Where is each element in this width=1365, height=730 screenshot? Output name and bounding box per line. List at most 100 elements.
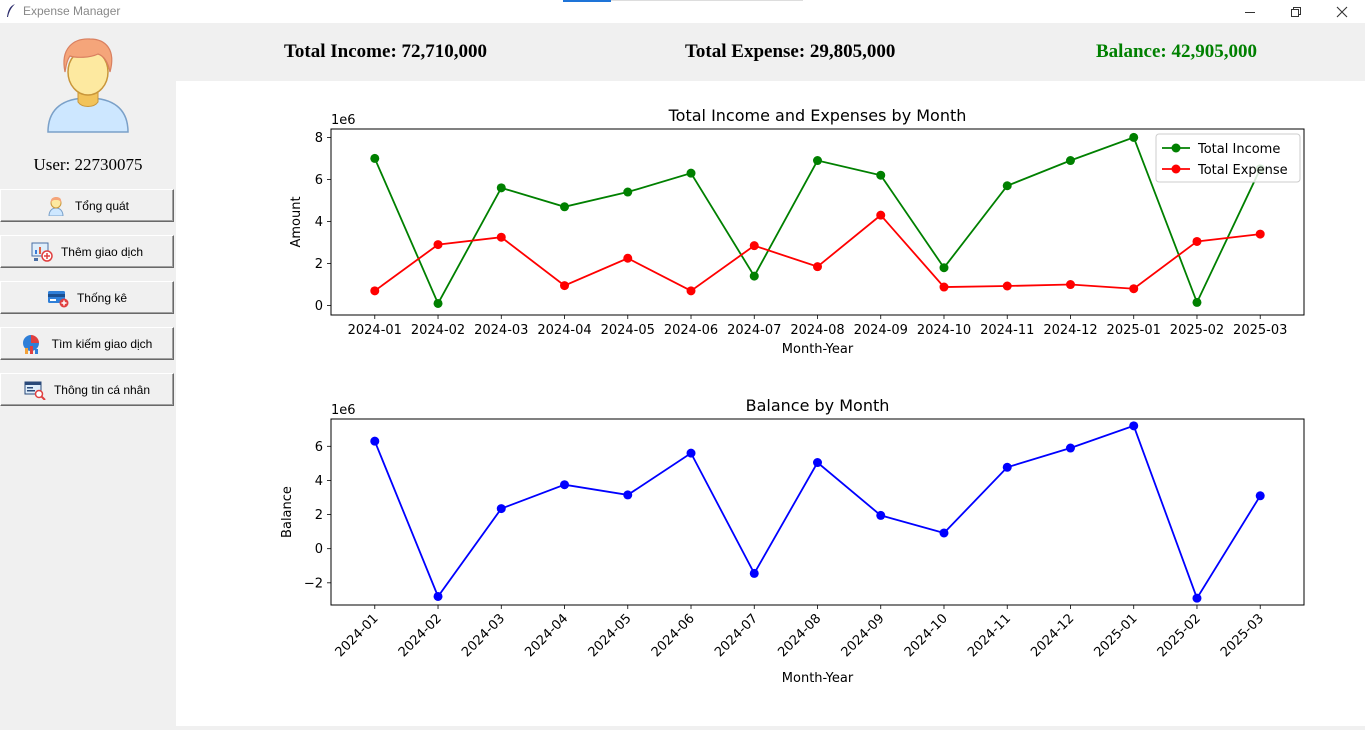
- total-income-label: Total Income: 72,710,000: [284, 41, 488, 62]
- nav-profile-label: Thông tin cá nhân: [53, 382, 151, 397]
- legend-label: Total Income: [1197, 142, 1280, 157]
- series-line-1: [373, 424, 1261, 601]
- x-tick-label: 2024-12: [1043, 323, 1097, 338]
- chart-search-icon: [22, 334, 39, 354]
- data-point: [433, 298, 443, 308]
- data-point: [939, 528, 949, 538]
- data-point: [1002, 181, 1012, 191]
- add-transaction-icon: [31, 242, 53, 262]
- x-axis-label: Month-Year: [782, 342, 854, 357]
- y-tick-label: 4: [315, 474, 323, 489]
- data-point: [560, 480, 570, 490]
- y-tick-label: 4: [315, 215, 323, 230]
- sidebar: User: 22730075 Tổng quát Thêm giao dịch …: [0, 23, 176, 726]
- data-point: [496, 232, 506, 242]
- window-title: Expense Manager: [23, 4, 121, 18]
- close-button[interactable]: [1319, 0, 1365, 23]
- data-point: [433, 240, 443, 250]
- legend: Total Income Total Expense: [1155, 133, 1301, 183]
- balance-label: Balance: 42,905,000: [1096, 41, 1257, 62]
- x-tick-label: 2024-09: [854, 323, 908, 338]
- feather-icon: [5, 3, 17, 22]
- data-point: [939, 263, 949, 273]
- minimize-button[interactable]: [1227, 0, 1273, 23]
- data-point: [1255, 229, 1265, 239]
- data-point: [433, 591, 443, 601]
- x-tick-label: 2025-02: [1170, 323, 1224, 338]
- data-point: [496, 183, 506, 193]
- data-point: [876, 510, 886, 520]
- data-point: [1002, 462, 1012, 472]
- x-tick-label: 2024-07: [727, 323, 781, 338]
- data-point: [1192, 297, 1202, 307]
- data-point: [1129, 421, 1139, 431]
- restore-button[interactable]: [1273, 0, 1319, 23]
- profile-info-icon: [24, 381, 46, 400]
- x-tick-label: 2024-02: [411, 323, 465, 338]
- data-point: [1065, 443, 1075, 453]
- user-label: User: 22730075: [33, 155, 143, 174]
- data-point: [749, 568, 759, 578]
- x-tick-label: 2024-02: [396, 611, 445, 660]
- x-tick-label: 2024-08: [775, 611, 824, 660]
- x-tick-label: 2024-06: [664, 323, 718, 338]
- statistics-card-icon: [47, 290, 69, 307]
- legend-box: [1155, 133, 1301, 183]
- title-bar: Expense Manager: [0, 0, 1365, 23]
- x-tick-label: 2024-04: [537, 323, 591, 338]
- chart-title: Balance by Month: [746, 396, 890, 415]
- data-point: [813, 458, 822, 468]
- x-tick-label: 2024-04: [522, 611, 571, 660]
- x-tick-label: 2024-09: [839, 611, 888, 660]
- y-tick-label: −2: [304, 576, 323, 591]
- nav-statistics-button[interactable]: Thống kê: [0, 281, 174, 314]
- summary-header: Total Income: 72,710,000 Total Expense: …: [176, 23, 1365, 81]
- chart-2: Balance by Month 1e6 −2 0 2 4 6 2024-01 2024-02 2…: [280, 396, 1305, 686]
- x-tick-label: 2024-01: [333, 611, 382, 660]
- chart-1: Total Income and Expenses by Month 1e6 0 2 4…: [289, 106, 1305, 357]
- legend-marker: [1171, 164, 1181, 174]
- axis-offset-label: 1e6: [331, 403, 356, 418]
- x-tick-label: 2024-08: [790, 323, 844, 338]
- data-point: [370, 436, 380, 446]
- data-point: [813, 156, 822, 166]
- data-point: [1192, 593, 1202, 603]
- x-tick-label: 2025-01: [1092, 611, 1141, 660]
- restore-icon: [1291, 6, 1301, 17]
- nav-statistics-label: Thống kê: [76, 290, 128, 305]
- y-tick-label: 0: [315, 542, 323, 557]
- x-tick-label: 2024-11: [980, 323, 1034, 338]
- data-point: [813, 262, 822, 272]
- y-tick-label: 0: [315, 299, 323, 314]
- nav-profile-button[interactable]: Thông tin cá nhân: [0, 373, 174, 406]
- legend-label: Total Expense: [1197, 163, 1288, 178]
- axis-offset-label: 1e6: [331, 113, 356, 128]
- charts-canvas: Total Income and Expenses by Month 1e6 0 2 4…: [280, 106, 1305, 686]
- nav-search-transaction-button[interactable]: Tìm kiếm giao dịch: [0, 327, 174, 360]
- data-point: [939, 282, 949, 292]
- data-point: [1129, 132, 1139, 142]
- minimize-icon: [1245, 11, 1255, 13]
- series-line-2: [374, 213, 1261, 292]
- y-tick-label: 6: [315, 440, 323, 455]
- x-tick-label: 2024-11: [965, 611, 1014, 660]
- x-tick-label: 2024-12: [1028, 611, 1077, 660]
- x-tick-label: 2024-05: [601, 323, 655, 338]
- data-point: [623, 187, 633, 197]
- data-point: [560, 202, 570, 212]
- x-tick-label: 2024-06: [649, 611, 698, 660]
- nav-add-transaction-label: Thêm giao dịch: [60, 244, 144, 259]
- data-point: [1255, 491, 1265, 501]
- chart-title: Total Income and Expenses by Month: [668, 106, 967, 125]
- x-tick-label: 2024-10: [902, 611, 951, 660]
- data-point: [1002, 281, 1012, 291]
- x-tick-label: 2024-05: [586, 611, 635, 660]
- nav-add-transaction-button[interactable]: Thêm giao dịch: [0, 235, 174, 268]
- legend-marker: [1171, 143, 1181, 153]
- y-tick-label: 8: [315, 131, 323, 146]
- x-tick-label: 2024-07: [712, 611, 761, 660]
- data-point: [1192, 236, 1202, 246]
- data-point: [749, 241, 759, 251]
- data-point: [560, 281, 570, 291]
- nav-overview-button[interactable]: Tổng quát: [0, 189, 174, 222]
